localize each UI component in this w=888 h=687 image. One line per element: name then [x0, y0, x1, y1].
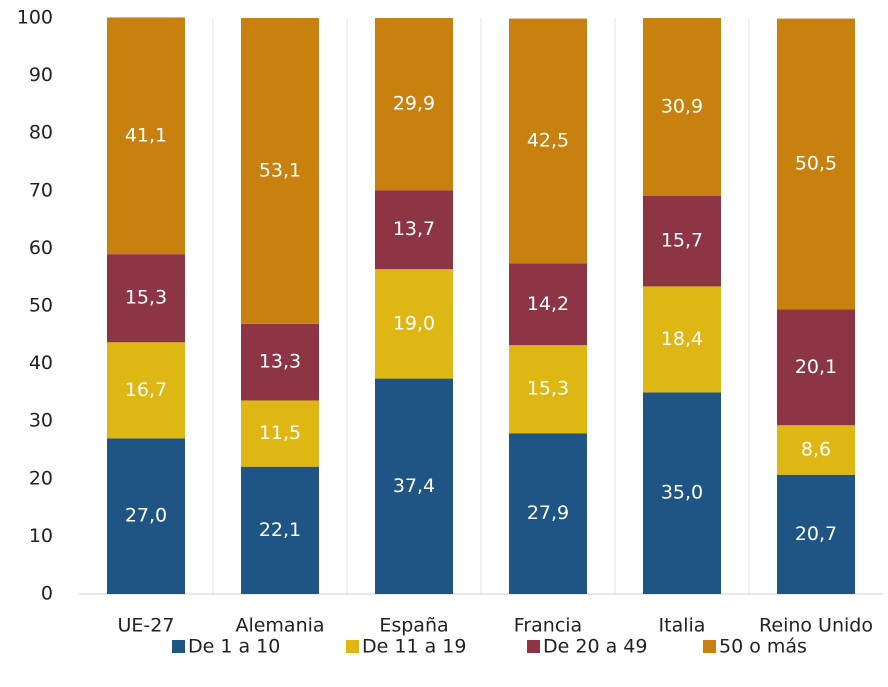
value-label: 37,4	[393, 475, 435, 497]
value-label: 41,1	[125, 124, 167, 146]
legend-swatch	[172, 640, 185, 653]
bar-segment	[375, 190, 453, 270]
value-label: 35,0	[661, 482, 703, 504]
value-label: 50,5	[795, 153, 837, 175]
bar-segment	[241, 466, 319, 594]
value-label: 13,3	[259, 351, 301, 373]
value-label: 15,7	[661, 230, 703, 252]
bar-segment	[643, 286, 721, 393]
bar-segment	[777, 474, 855, 594]
legend-swatch	[703, 640, 716, 653]
value-label: 22,1	[259, 519, 301, 541]
bar-segment	[375, 378, 453, 594]
value-label: 13,7	[393, 218, 435, 240]
bar-segment	[375, 18, 453, 191]
bar-segment	[643, 195, 721, 287]
value-label: 14,2	[527, 293, 569, 315]
bar-segment	[509, 433, 587, 594]
y-tick-label: 70	[29, 179, 53, 201]
bar-segment	[509, 345, 587, 434]
y-tick-label: 80	[29, 122, 53, 144]
x-tick-label: UE-27	[118, 615, 175, 637]
bar-segment	[107, 342, 185, 439]
value-label: 29,9	[393, 93, 435, 115]
bar-segment	[375, 269, 453, 379]
value-label: 15,3	[527, 378, 569, 400]
y-tick-label: 20	[29, 467, 53, 489]
bar-segment	[107, 438, 185, 594]
value-label: 15,3	[125, 287, 167, 309]
y-tick-label: 90	[29, 64, 53, 86]
value-label: 27,0	[125, 505, 167, 527]
bar-segment	[241, 400, 319, 467]
bar-segment	[241, 18, 319, 324]
y-tick-label: 0	[41, 583, 53, 605]
x-tick-label: Francia	[514, 615, 582, 637]
bar-segment	[241, 323, 319, 401]
value-label: 19,0	[393, 312, 435, 334]
x-tick-label: Alemania	[235, 615, 324, 637]
bar-segment	[777, 425, 855, 475]
value-label: 30,9	[661, 95, 703, 117]
value-label: 8,6	[801, 439, 831, 461]
x-tick-label: Italia	[659, 615, 706, 637]
legend-label: 50 o más	[719, 636, 807, 658]
x-tick-label: España	[379, 615, 448, 637]
y-tick-label: 10	[29, 525, 53, 547]
value-label: 20,1	[795, 356, 837, 378]
value-label: 42,5	[527, 129, 569, 151]
value-label: 27,9	[527, 502, 569, 524]
y-tick-label: 100	[17, 7, 53, 29]
legend-label: De 20 a 49	[543, 636, 647, 658]
y-tick-label: 50	[29, 295, 53, 317]
bar-segment	[643, 18, 721, 196]
y-tick-label: 30	[29, 410, 53, 432]
bar-segment	[777, 18, 855, 310]
legend-swatch	[346, 640, 359, 653]
bar-segment	[777, 309, 855, 426]
legend-label: De 11 a 19	[362, 636, 466, 658]
bar-segment	[107, 254, 185, 343]
legend-swatch	[527, 640, 540, 653]
value-label: 11,5	[259, 422, 301, 444]
bar-segment	[107, 17, 185, 255]
legend-label: De 1 a 10	[188, 636, 280, 658]
value-label: 18,4	[661, 328, 703, 350]
bar-segment	[509, 263, 587, 346]
y-tick-label: 60	[29, 237, 53, 259]
bar-segment	[509, 18, 587, 264]
value-label: 16,7	[125, 379, 167, 401]
value-label: 53,1	[259, 159, 301, 181]
bar-segment	[643, 392, 721, 594]
value-label: 20,7	[795, 523, 837, 545]
y-tick-label: 40	[29, 352, 53, 374]
x-tick-label: Reino Unido	[759, 615, 873, 637]
